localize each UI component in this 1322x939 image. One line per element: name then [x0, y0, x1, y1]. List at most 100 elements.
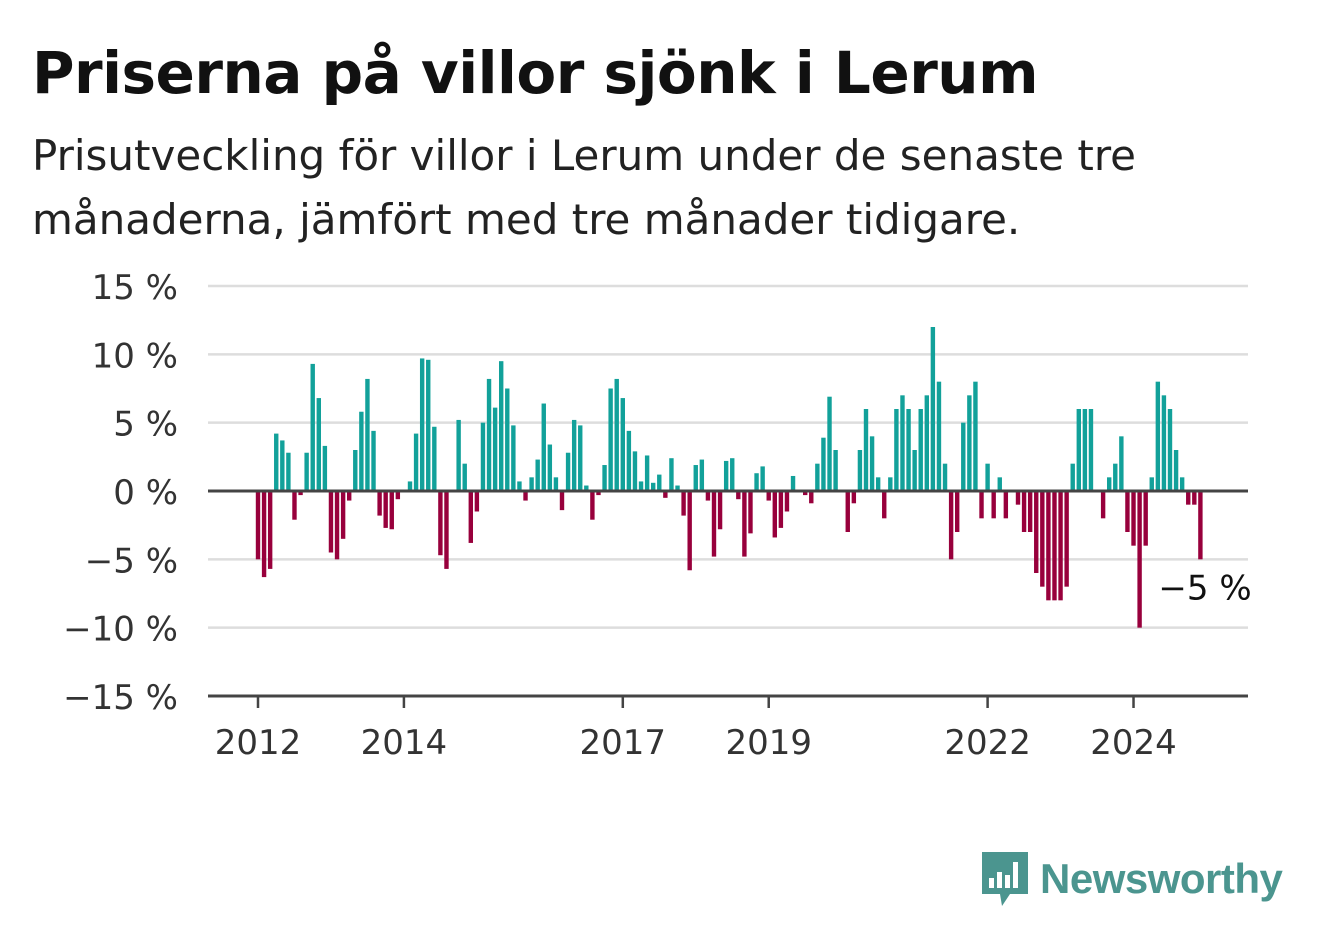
x-tick-label: 2019: [725, 723, 812, 763]
bar: [480, 422, 486, 491]
chart-subtitle: Prisutveckling för villor i Lerum under …: [32, 131, 1136, 244]
bar: [638, 481, 644, 491]
bar: [906, 409, 911, 491]
bar: [833, 450, 838, 491]
bar: [790, 475, 796, 491]
bar: [529, 477, 534, 491]
bar: [1107, 477, 1112, 491]
bar: [663, 491, 668, 498]
bar: [851, 491, 857, 504]
bar: [274, 433, 279, 491]
bar: [590, 491, 595, 520]
bar: [310, 363, 315, 491]
bar: [462, 463, 467, 491]
x-tick-label: 2017: [580, 723, 667, 763]
bar: [486, 378, 492, 491]
bar: [541, 403, 546, 491]
bar: [523, 491, 528, 501]
bar: [1046, 491, 1051, 601]
bar: [772, 491, 777, 538]
bar: [918, 409, 923, 491]
bar: [1034, 491, 1039, 573]
bar: [1100, 491, 1106, 519]
bar: [869, 436, 875, 491]
bar: [304, 452, 309, 491]
bar: [553, 477, 559, 491]
bar: [669, 458, 674, 491]
bar: [632, 451, 638, 491]
bar: [1027, 491, 1033, 532]
bar: [1070, 463, 1075, 491]
bar: [875, 477, 881, 491]
bar: [626, 430, 632, 491]
bar: [809, 491, 814, 504]
bar: [863, 409, 869, 491]
bar: [468, 491, 473, 543]
bar: [784, 491, 790, 512]
bar: [596, 491, 601, 496]
bar: [1173, 450, 1179, 491]
bar: [456, 419, 461, 491]
x-tick-label: 2022: [944, 723, 1031, 763]
bar: [1149, 477, 1154, 491]
bar: [882, 491, 887, 519]
bar: [474, 491, 480, 512]
bar: [651, 482, 656, 491]
bar: [973, 381, 978, 491]
bar: [413, 433, 419, 491]
bar: [517, 481, 522, 491]
bar: [778, 491, 784, 528]
bar: [748, 491, 753, 534]
bar: [261, 491, 267, 578]
bar: [961, 422, 966, 491]
bar: [924, 395, 929, 491]
bar: [1131, 491, 1136, 546]
bar: [888, 477, 893, 491]
bar: [353, 450, 358, 491]
x-tick-label: 2014: [361, 723, 448, 763]
bar: [499, 361, 504, 491]
y-tick-label: 10 %: [92, 336, 178, 376]
bar: [936, 381, 942, 491]
bar: [419, 358, 425, 491]
bar: [845, 491, 850, 532]
bar: [1052, 491, 1057, 601]
bar: [1155, 381, 1161, 491]
x-tick-label: 2012: [215, 723, 302, 763]
bar: [1040, 491, 1045, 587]
bar: [1076, 409, 1081, 491]
bar: [699, 459, 705, 491]
bar: [565, 452, 571, 491]
bar: [426, 359, 431, 491]
bar: [815, 463, 820, 491]
y-tick-label: 15 %: [92, 268, 178, 308]
bar: [644, 455, 650, 491]
bar: [979, 491, 984, 519]
bar: [1179, 477, 1185, 491]
bar: [1198, 491, 1203, 560]
bar: [1082, 409, 1088, 491]
bar: [827, 396, 832, 491]
bar: [614, 378, 619, 491]
bar: [505, 388, 510, 491]
bar: [1064, 491, 1069, 587]
bar: [1137, 491, 1142, 628]
bar: [1143, 491, 1148, 546]
bar: [365, 378, 370, 491]
bar: [942, 463, 948, 491]
x-tick-label: 2024: [1090, 723, 1177, 763]
last-value-annotation: −5 %: [1158, 568, 1251, 608]
bar: [1192, 491, 1197, 505]
y-tick-label: −15 %: [63, 678, 178, 718]
chart-title: Priserna på villor sjönk i Lerum: [32, 39, 1039, 107]
y-tick-label: 0 %: [113, 473, 178, 513]
bar: [1003, 491, 1009, 519]
bar: [997, 477, 1002, 491]
bar: [255, 491, 261, 560]
bar: [857, 450, 863, 491]
bar: [948, 491, 954, 560]
bar: [340, 491, 346, 539]
bar: [547, 444, 553, 491]
bar: [803, 491, 808, 496]
